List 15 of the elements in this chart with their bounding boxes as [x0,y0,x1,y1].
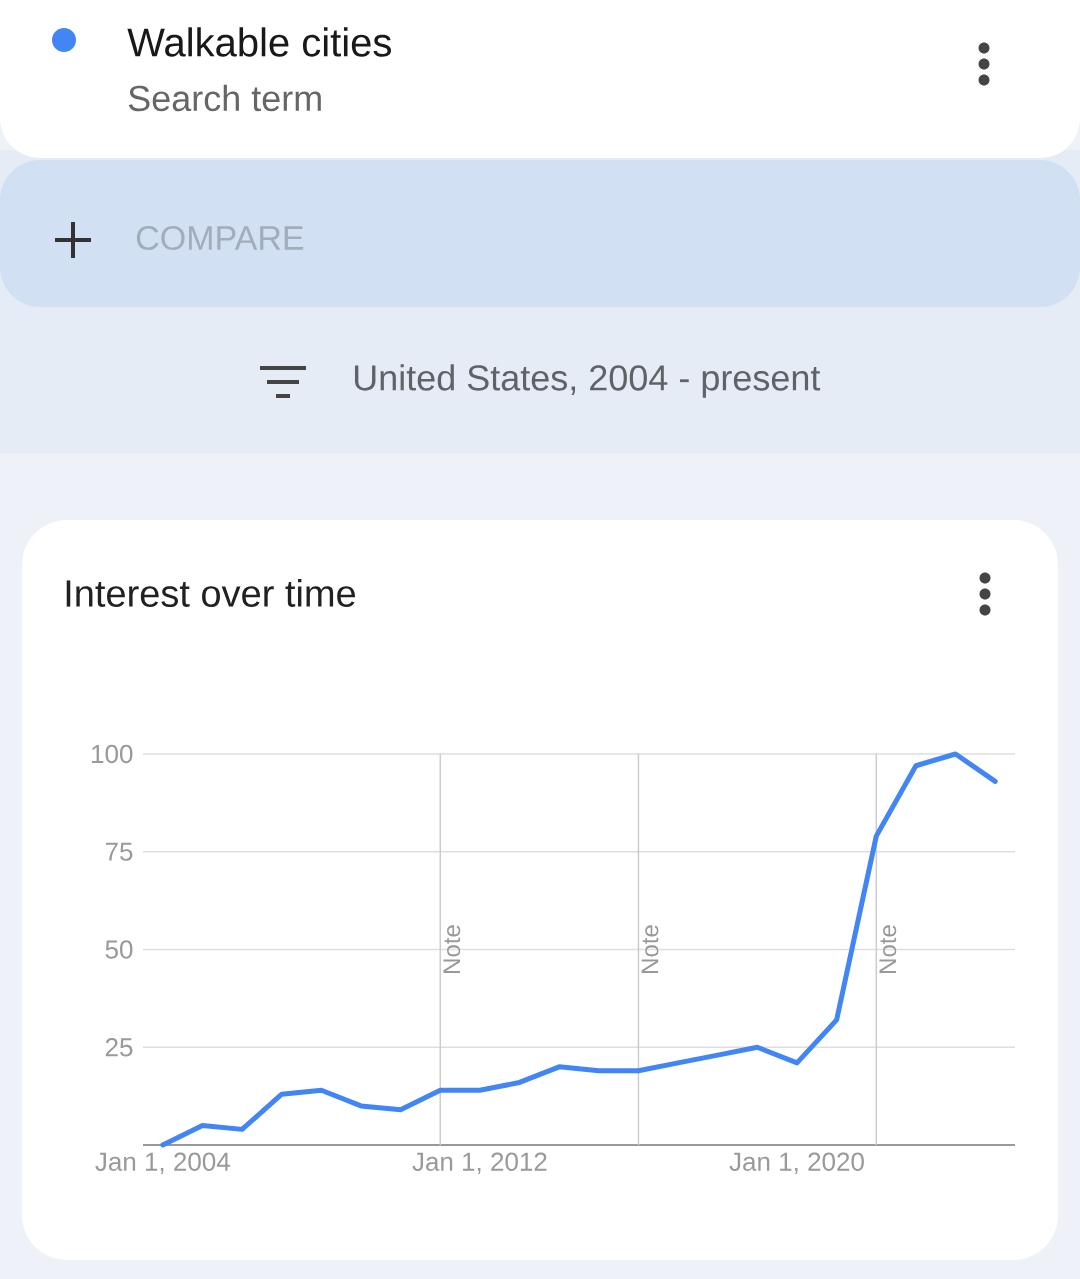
legend-label: Walkable cities [127,27,391,57]
x-tick-label: Jan 1, 2020 [729,1152,864,1175]
x-tick-label: Jan 1, 2012 [412,1152,547,1175]
ref-line-label: Note [879,925,897,973]
y-tick-label: 100 [92,744,133,764]
x-tick-label: Jan 1, 2004 [95,1152,230,1175]
text: COMPARE [136,225,304,251]
ref-line-label: Note [443,925,461,973]
y-tick-label: 50 [105,940,133,959]
text: Search term [128,84,321,112]
text: United States, 2004 - present [354,364,821,398]
ref-line-label: Note [641,925,659,973]
chart-title: Interest over time [66,579,356,607]
y-tick-label: 25 [105,1038,133,1057]
y-tick-label: 75 [105,842,133,861]
